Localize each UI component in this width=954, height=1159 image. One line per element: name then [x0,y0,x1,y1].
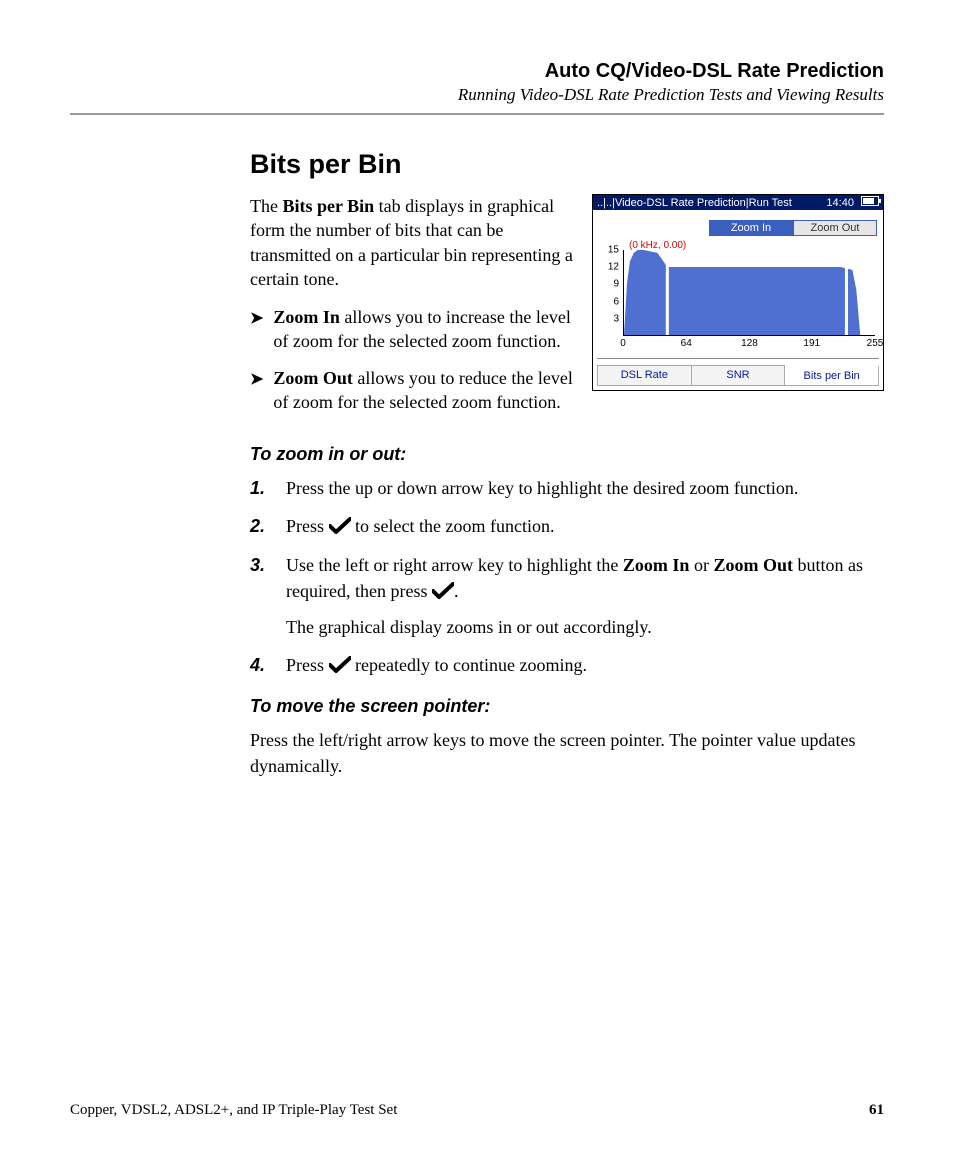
footer-product: Copper, VDSL2, ADSL2+, and IP Triple-Pla… [70,1102,397,1119]
bullet-arrow-icon: ➤ [250,308,263,354]
device-path: ..|..|Video-DSL Rate Prediction|Run Test [597,197,792,209]
checkmark-icon [432,582,454,600]
device-separator [597,358,879,359]
intro-bold: Bits per Bin [282,196,374,216]
bullet-item: ➤Zoom Out allows you to reduce the level… [250,366,576,415]
zoom-in-button[interactable]: Zoom In [709,220,793,236]
procedure-2-body: Press the left/right arrow keys to move … [250,727,884,779]
device-screenshot: ..|..|Video-DSL Rate Prediction|Run Test… [592,194,884,391]
device-tab-dsl-rate[interactable]: DSL Rate [597,366,692,386]
section-heading: Bits per Bin [250,149,884,180]
procedure-1-title: To zoom in or out: [250,444,884,465]
device-tab-snr[interactable]: SNR [692,366,786,386]
device-tab-bits-per-bin[interactable]: Bits per Bin [785,365,879,386]
intro-pre: The [250,196,282,216]
x-tick-label: 64 [681,338,692,349]
checkmark-icon [329,656,351,674]
intro-paragraph: The Bits per Bin tab displays in graphic… [250,194,576,291]
y-tick-label: 9 [613,279,619,290]
x-tick-label: 255 [867,338,884,349]
checkmark-icon [329,517,351,535]
step-item: Press repeatedly to continue zooming. [250,652,884,678]
x-tick-label: 191 [803,338,820,349]
step-item: Press to select the zoom function. [250,513,884,539]
y-tick-label: 12 [608,262,619,273]
bits-per-bin-chart: (0 kHz, 0.00) 3691215 064128191255 [599,242,877,352]
bullet-arrow-icon: ➤ [250,369,263,415]
y-tick-label: 3 [613,313,619,324]
zoom-out-button[interactable]: Zoom Out [793,220,877,236]
procedure-2-title: To move the screen pointer: [250,696,884,717]
device-clock-wrap: 14:40 [826,196,879,209]
x-tick-label: 128 [741,338,758,349]
bullet-item: ➤Zoom In allows you to increase the leve… [250,305,576,354]
page-number: 61 [869,1102,884,1119]
step-item: Press the up or down arrow key to highli… [250,475,884,501]
bullet-text: Zoom Out allows you to reduce the level … [273,366,576,415]
device-clock: 14:40 [826,197,854,209]
step-item: Use the left or right arrow key to highl… [250,552,884,640]
y-tick-label: 6 [613,296,619,307]
battery-icon [861,196,879,206]
header-rule [70,113,884,115]
x-tick-label: 0 [620,338,626,349]
bullet-text: Zoom In allows you to increase the level… [273,305,576,354]
chapter-subtitle: Running Video-DSL Rate Prediction Tests … [70,85,884,105]
chapter-title: Auto CQ/Video-DSL Rate Prediction [70,60,884,83]
y-tick-label: 15 [608,245,619,256]
device-titlebar: ..|..|Video-DSL Rate Prediction|Run Test… [593,195,883,210]
